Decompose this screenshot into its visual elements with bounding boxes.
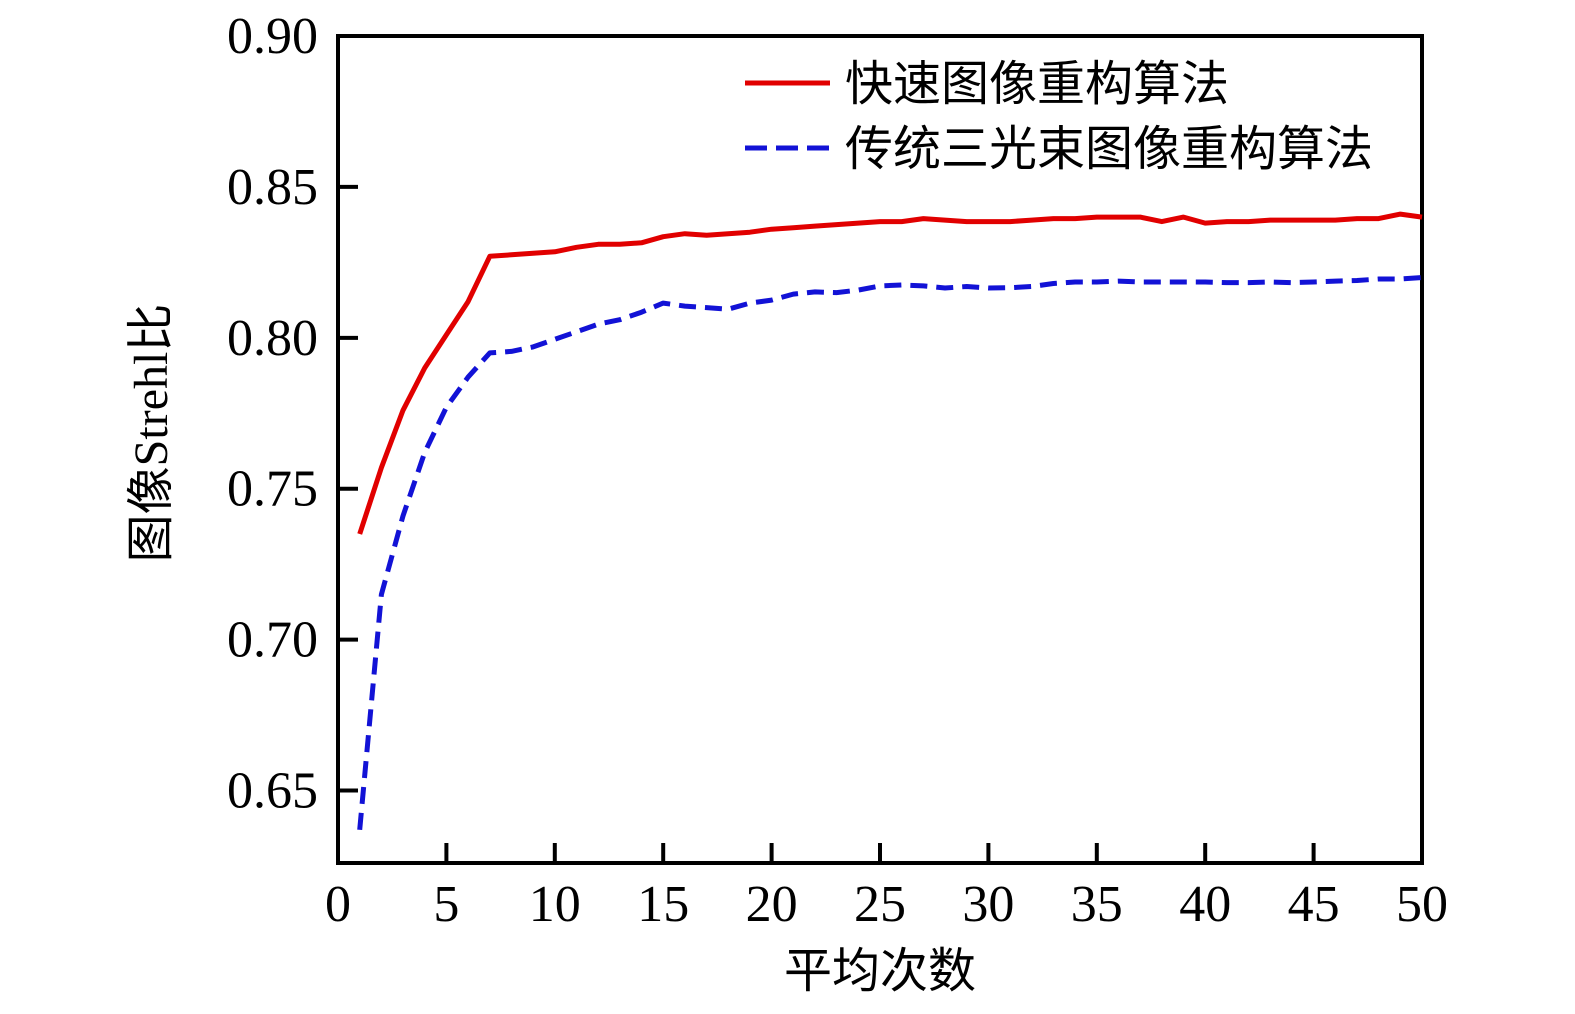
- x-axis-tick-label: 30: [962, 876, 1014, 933]
- series-line-1: [357, 275, 1423, 831]
- y-axis-tick-label: 0.70: [227, 612, 318, 669]
- x-axis-tick-label: 50: [1396, 876, 1448, 933]
- x-axis-tick-label: 40: [1179, 876, 1231, 933]
- y-axis-tick-label: 0.80: [227, 310, 318, 367]
- x-axis-tick-label: 0: [325, 876, 351, 933]
- y-axis-tick-label: 0.75: [227, 461, 318, 518]
- x-axis-tick-label: 5: [433, 876, 459, 933]
- y-axis-tick-label: 0.85: [227, 159, 318, 216]
- legend-label-0: 快速图像重构算法: [845, 58, 1229, 111]
- plot-frame: [336, 34, 1424, 865]
- x-axis-title: 平均次数: [784, 945, 976, 998]
- x-axis-tick-label: 35: [1071, 876, 1123, 933]
- x-axis-tick-label: 10: [529, 876, 581, 933]
- x-axis-tick-label: 25: [854, 876, 906, 933]
- series-line-0: [357, 211, 1423, 535]
- y-axis-tick-label: 0.90: [227, 8, 318, 65]
- x-axis-tick-label: 15: [637, 876, 689, 933]
- x-axis-tick-label: 45: [1288, 876, 1340, 933]
- y-axis-tick-label: 0.65: [227, 763, 318, 820]
- y-axis-title: 图像Strehl比: [125, 304, 178, 563]
- legend-label-1: 传统三光束图像重构算法: [845, 123, 1373, 176]
- x-axis-tick-label: 20: [746, 876, 798, 933]
